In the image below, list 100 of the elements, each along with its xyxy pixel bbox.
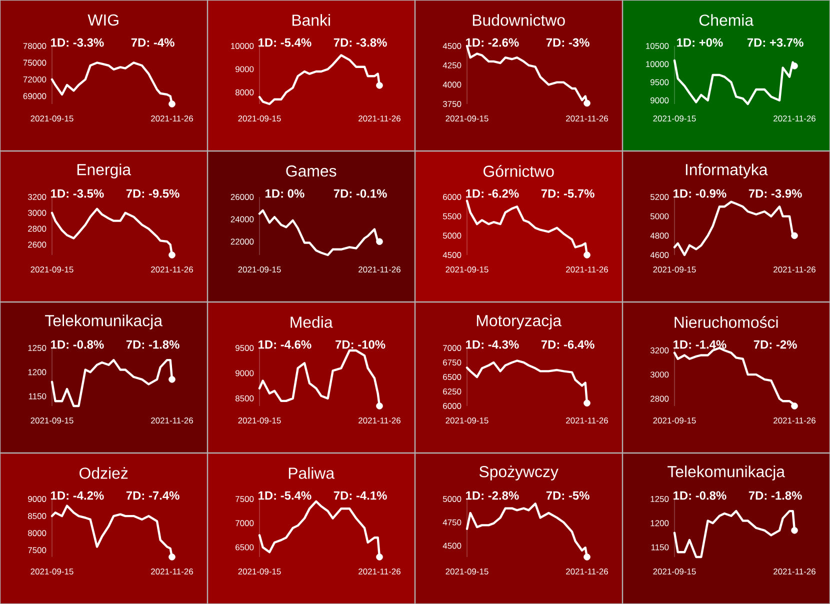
x-tick-label: 2021-09-15 [238, 266, 281, 272]
x-tick-label: 2021-11-26 [151, 568, 193, 574]
x-tick-label: 2021-09-15 [30, 116, 74, 122]
chart-title: Paliwa [288, 467, 335, 479]
annotation: 1D: -2.8% [466, 491, 519, 500]
y-tick-label: 9000 [650, 97, 669, 104]
annotation: 1D: 0% [266, 189, 304, 198]
y-tick-label: 10000 [231, 42, 254, 49]
y-tick-label: 10500 [646, 42, 669, 49]
y-tick-label: 5500 [442, 213, 462, 220]
y-tick-label: 4750 [442, 519, 462, 526]
chart-title: Górnictwo [484, 165, 554, 177]
y-tick-label: 6250 [443, 388, 462, 394]
x-tick-label: 2021-09-15 [653, 568, 696, 574]
annotation: 1D: -3.3% [51, 38, 104, 47]
y-tick-label: 24000 [230, 216, 254, 222]
annotation: 7D: -9.5% [126, 189, 180, 198]
x-tick-label: 2021-09-15 [653, 418, 696, 424]
x-tick-label: 2021-09-15 [653, 116, 696, 122]
annotation: 7D: -10% [336, 340, 386, 349]
x-tick-label: 2021-09-15 [238, 418, 281, 424]
chart-title: Energia [77, 164, 132, 178]
annotation: 7D: -3.9% [748, 189, 802, 198]
y-tick-label: 3750 [442, 100, 462, 107]
annotation: 7D: -2% [754, 340, 797, 349]
annotation: 7D: -1.8% [126, 340, 180, 349]
chart-title: Telekomunikacja [668, 466, 786, 480]
y-tick-label: 9000 [236, 66, 254, 72]
x-tick-label: 2021-11-26 [774, 266, 816, 272]
annotation: 1D: -1.4% [674, 340, 726, 349]
y-tick-label: 6500 [443, 374, 462, 380]
x-tick-label: 2021-09-15 [446, 418, 488, 424]
y-tick-label: 7500 [236, 496, 254, 502]
y-tick-label: 1200 [650, 520, 669, 526]
annotation: 1D: -3.5% [51, 189, 104, 198]
y-tick-label: 1150 [651, 544, 669, 550]
annotation: 1D: -0.8% [674, 491, 726, 500]
y-tick-label: 7500 [28, 547, 46, 554]
y-tick-label: 1250 [28, 344, 46, 351]
y-tick-label: 6500 [236, 544, 254, 550]
x-tick-label: 2021-09-15 [30, 418, 74, 424]
x-tick-label: 2021-11-26 [774, 116, 816, 122]
chart-title: Informatyka [686, 164, 768, 178]
annotation: 7D: +3.7% [747, 38, 804, 47]
y-tick-label: 3000 [650, 372, 669, 378]
annotation: 1D: +0% [677, 38, 723, 47]
annotation: 7D: -1.8% [748, 491, 802, 500]
y-tick-label: 72000 [23, 76, 46, 82]
annotation: 1D: -5.4% [258, 491, 312, 500]
y-tick-label: 7000 [236, 520, 254, 526]
x-tick-label: 2021-11-26 [358, 568, 400, 574]
y-tick-label: 5200 [650, 194, 669, 200]
y-tick-label: 2800 [650, 396, 669, 402]
x-tick-label: 2021-11-26 [566, 418, 608, 424]
x-tick-label: 2021-11-26 [566, 266, 608, 272]
x-tick-label: 2021-09-15 [446, 568, 488, 574]
chart-title: Telekomunikacja [45, 314, 163, 330]
y-tick-label: 4500 [442, 542, 462, 549]
chart-title: Nieruchomości [674, 316, 778, 328]
annotation: 1D: -6.2% [466, 189, 519, 198]
y-tick-label: 9500 [650, 79, 669, 86]
x-tick-label: 2021-09-15 [30, 568, 74, 574]
y-tick-label: 7000 [443, 344, 462, 351]
y-tick-label: 5000 [650, 213, 669, 220]
x-tick-label: 2021-11-26 [151, 418, 193, 424]
annotation: 7D: -3.8% [334, 38, 387, 47]
y-tick-label: 6000 [443, 402, 462, 409]
annotation: 7D: -6.4% [541, 340, 594, 349]
y-tick-label: 1250 [650, 496, 669, 502]
y-tick-label: 1150 [28, 393, 46, 400]
annotation: 1D: -4.3% [466, 340, 519, 349]
y-tick-label: 9000 [28, 496, 46, 502]
x-tick-label: 2021-11-26 [151, 116, 193, 122]
annotation: 7D: -5.7% [541, 189, 594, 198]
y-tick-label: 2600 [28, 242, 46, 248]
y-tick-label: 4800 [650, 232, 669, 239]
x-tick-label: 2021-11-26 [566, 568, 608, 574]
annotation: 7D: -4% [131, 38, 174, 47]
x-tick-label: 2021-11-26 [358, 266, 400, 272]
y-tick-label: 4500 [442, 252, 462, 258]
y-tick-label: 69000 [23, 93, 46, 100]
chart-title: Banki [292, 14, 330, 26]
y-tick-label: 8000 [236, 89, 254, 96]
y-tick-label: 8000 [28, 530, 46, 536]
y-tick-label: 3000 [28, 210, 46, 216]
chart-title: Odzież [80, 467, 128, 479]
annotation: 1D: -0.9% [674, 189, 726, 198]
annotation: 7D: -0.1% [334, 189, 387, 198]
annotation: 1D: -0.8% [51, 340, 104, 349]
annotation: 1D: -2.6% [466, 38, 519, 47]
y-tick-label: 4600 [650, 252, 669, 258]
chart-title: Spożywczy [479, 466, 558, 480]
x-tick-label: 2021-09-15 [653, 266, 696, 272]
y-tick-label: 4500 [442, 42, 462, 49]
annotation: 7D: -4.1% [334, 491, 387, 500]
annotation: 7D: -5% [546, 491, 590, 500]
x-tick-label: 2021-11-26 [358, 116, 400, 122]
y-tick-label: 5000 [442, 232, 462, 239]
x-tick-label: 2021-09-15 [446, 266, 488, 272]
chart-title: Media [290, 316, 333, 328]
